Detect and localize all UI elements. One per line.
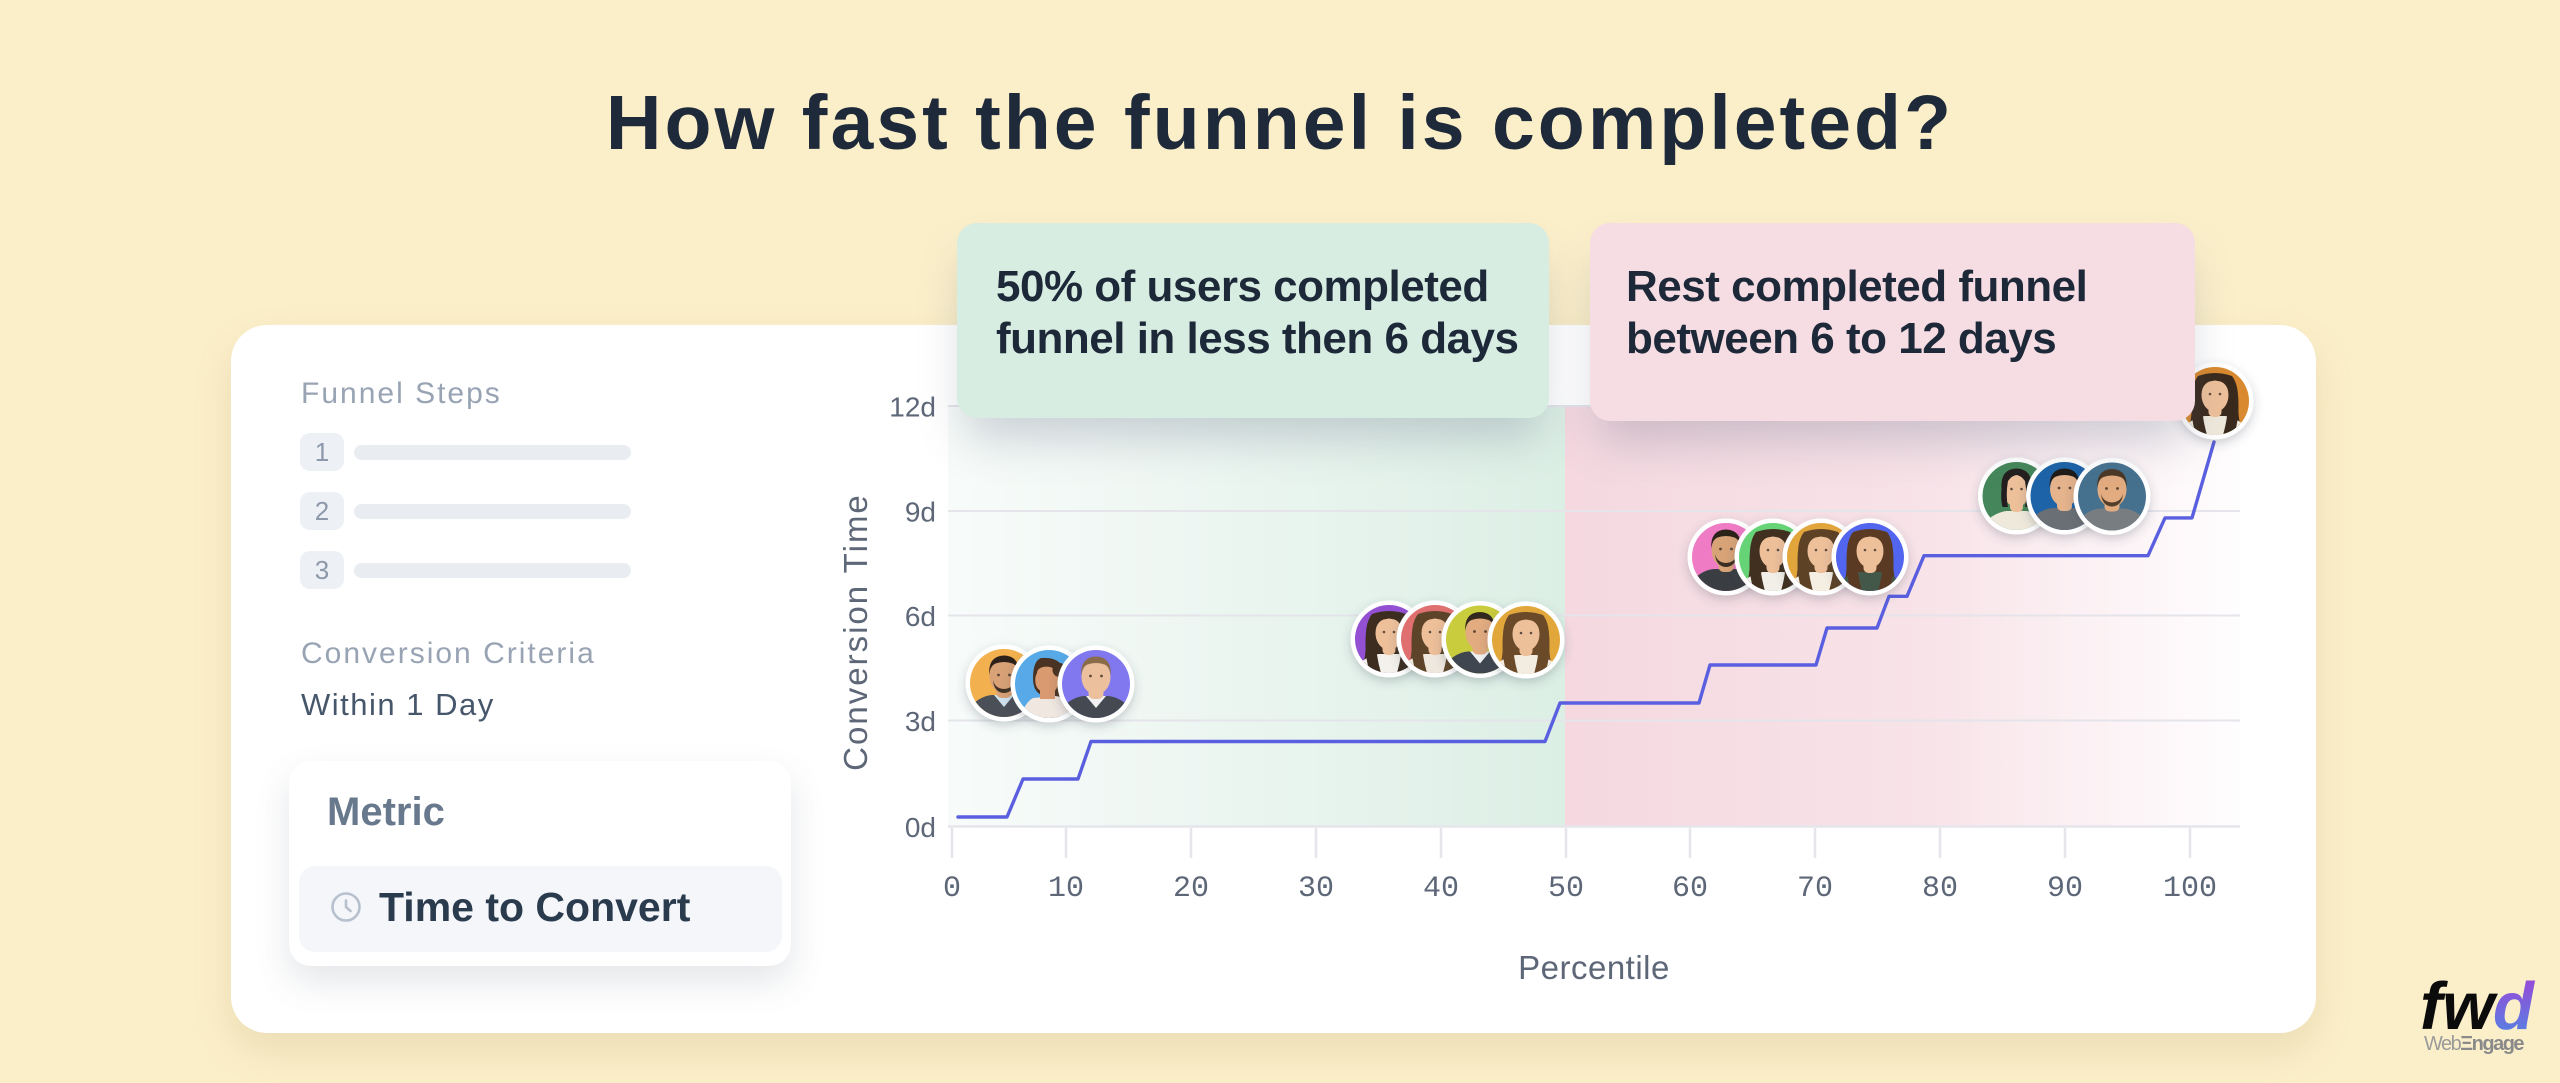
svg-text:0d: 0d [905, 812, 936, 843]
svg-text:6d: 6d [905, 601, 936, 632]
svg-text:Percentile: Percentile [1518, 949, 1670, 986]
svg-text:90: 90 [2047, 872, 2083, 906]
svg-text:WebΞngage: WebΞngage [2424, 1033, 2524, 1055]
svg-text:20: 20 [1173, 872, 1209, 906]
svg-text:3d: 3d [905, 706, 936, 737]
svg-text:80: 80 [1922, 872, 1958, 906]
svg-text:60: 60 [1672, 872, 1708, 906]
svg-text:70: 70 [1797, 872, 1833, 906]
svg-text:9d: 9d [905, 497, 936, 528]
svg-text:12d: 12d [889, 392, 936, 423]
svg-text:Conversion Time: Conversion Time [837, 493, 874, 771]
svg-text:fw: fw [2420, 969, 2498, 1044]
svg-text:d: d [2493, 969, 2536, 1044]
svg-text:50: 50 [1548, 872, 1584, 906]
svg-text:100: 100 [2163, 872, 2217, 906]
svg-text:30: 30 [1298, 872, 1334, 906]
svg-text:0: 0 [943, 872, 961, 906]
svg-text:10: 10 [1048, 872, 1084, 906]
svg-text:40: 40 [1423, 872, 1459, 906]
